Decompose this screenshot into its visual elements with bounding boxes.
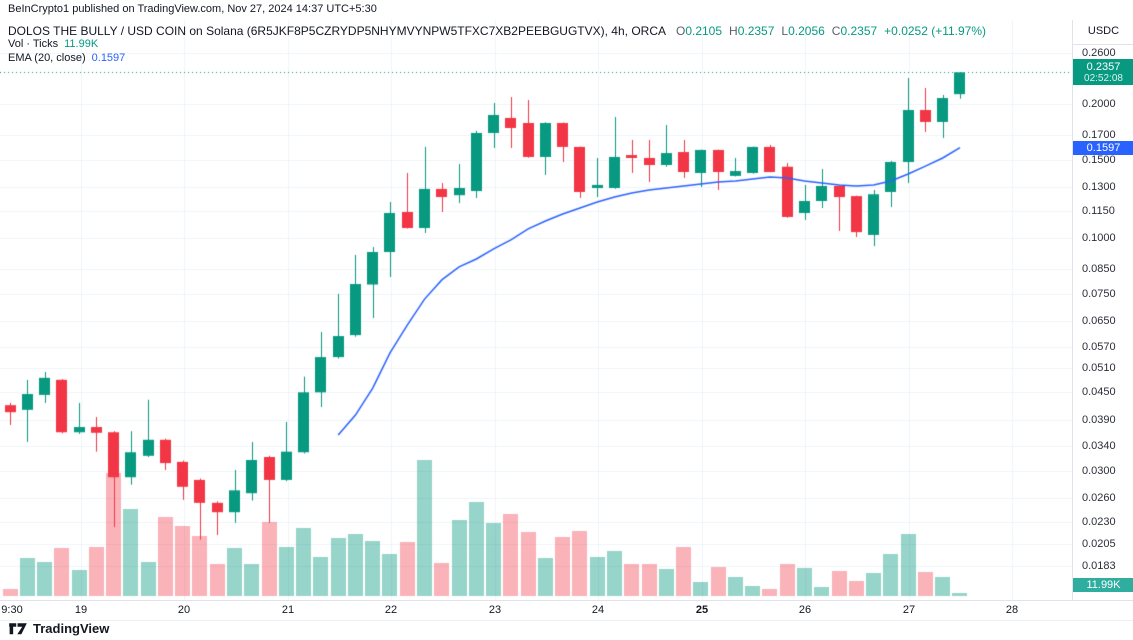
price-axis-label: 0.0300 xyxy=(1082,464,1116,477)
price-axis-label: 0.1000 xyxy=(1082,232,1116,244)
low-label: L xyxy=(781,24,789,38)
last-price-value: 0.2357 xyxy=(1086,61,1121,74)
price-axis-label: 0.0650 xyxy=(1082,315,1116,328)
price-axis[interactable]: USDC 0.2600 0.2000 0.1700 0.1500 0.1300 0.115… xyxy=(1072,20,1133,600)
legend-ema-row[interactable]: EMA (20, close) 0.1597 xyxy=(8,52,986,65)
time-axis[interactable]: 9:30 19 20 21 22 23 24 25 26 27 28 xyxy=(0,600,1133,621)
price-axis-label: 0.0510 xyxy=(1082,362,1116,375)
price-axis-label: 0.0340 xyxy=(1082,440,1116,453)
symbol-title: DOLOS THE BULLY / USD COIN on Solana (6R… xyxy=(8,24,666,38)
price-chart-canvas[interactable] xyxy=(0,20,1072,600)
ema-indicator-value: 0.1597 xyxy=(91,52,126,64)
high-value: 0.2357 xyxy=(737,24,775,38)
ema-value-badge: 0.1597 xyxy=(1073,140,1133,155)
price-axis-label: 0.1500 xyxy=(1082,153,1116,166)
attribution-text: BeInCrypto1 published on TradingView.com… xyxy=(8,3,377,15)
time-axis-label: 19 xyxy=(74,604,88,616)
close-value: 0.2357 xyxy=(840,24,878,38)
price-axis-label: 0.0260 xyxy=(1082,492,1116,505)
ohlc-readout: O0.2105 H0.2357 L0.2056 C0.2357 +0.0252 (+11… xyxy=(676,24,986,38)
price-axis-label: 0.1150 xyxy=(1082,204,1115,217)
bar-countdown: 02:52:08 xyxy=(1084,73,1123,85)
legend-volume-row[interactable]: Vol · Ticks 11.99K xyxy=(8,38,986,51)
price-axis-label: 0.0230 xyxy=(1082,516,1116,529)
volume-indicator-label: Vol · Ticks xyxy=(8,38,59,50)
time-axis-label: 22 xyxy=(384,604,398,616)
high-label: H xyxy=(729,24,738,38)
time-axis-label: 9:30 xyxy=(1,604,23,616)
price-axis-label: 0.0390 xyxy=(1082,413,1116,426)
price-axis-label: 0.1300 xyxy=(1082,181,1116,194)
tradingview-attribution-link[interactable]: TradingView xyxy=(8,621,109,636)
chart-legend: DOLOS THE BULLY / USD COIN on Solana (6R… xyxy=(8,24,986,66)
last-price-badge: 0.2357 02:52:08 xyxy=(1073,59,1133,86)
legend-symbol-row[interactable]: DOLOS THE BULLY / USD COIN on Solana (6R… xyxy=(8,24,986,38)
volume-indicator-value: 11.99K xyxy=(64,38,99,50)
time-axis-label: 23 xyxy=(488,604,502,616)
change-value: +0.0252 (+11.97%) xyxy=(884,24,987,38)
tradingview-wordmark: TradingView xyxy=(33,621,110,636)
price-axis-label: 0.2600 xyxy=(1082,47,1116,60)
ema-indicator-label: EMA (20, close) xyxy=(8,52,86,64)
open-label: O xyxy=(675,24,686,38)
time-axis-label: 24 xyxy=(591,604,605,616)
price-axis-label: 0.0205 xyxy=(1082,538,1116,551)
price-axis-currency: USDC xyxy=(1087,25,1120,37)
price-axis-label: 0.2000 xyxy=(1082,98,1116,111)
time-axis-label: 25 xyxy=(695,604,709,616)
price-axis-label: 0.0183 xyxy=(1082,560,1116,573)
price-axis-label: 0.0450 xyxy=(1082,386,1116,399)
price-axis-label: 0.0570 xyxy=(1082,340,1116,353)
time-axis-label: 20 xyxy=(177,604,191,616)
open-value: 0.2105 xyxy=(685,24,723,38)
time-axis-label: 21 xyxy=(281,604,295,616)
time-axis-label: 28 xyxy=(1005,604,1019,616)
tradingview-logo-icon xyxy=(9,623,27,635)
low-value: 0.2056 xyxy=(788,24,825,38)
volume-value-badge: 11.99K xyxy=(1073,578,1133,592)
price-axis-label: 0.1700 xyxy=(1082,129,1116,142)
price-axis-label: 0.0750 xyxy=(1082,287,1116,300)
close-label: C xyxy=(831,24,841,38)
price-axis-label: 0.0850 xyxy=(1082,263,1116,276)
time-axis-label: 26 xyxy=(798,604,812,616)
price-axis-separator xyxy=(1073,44,1133,45)
time-axis-label: 27 xyxy=(902,604,916,616)
